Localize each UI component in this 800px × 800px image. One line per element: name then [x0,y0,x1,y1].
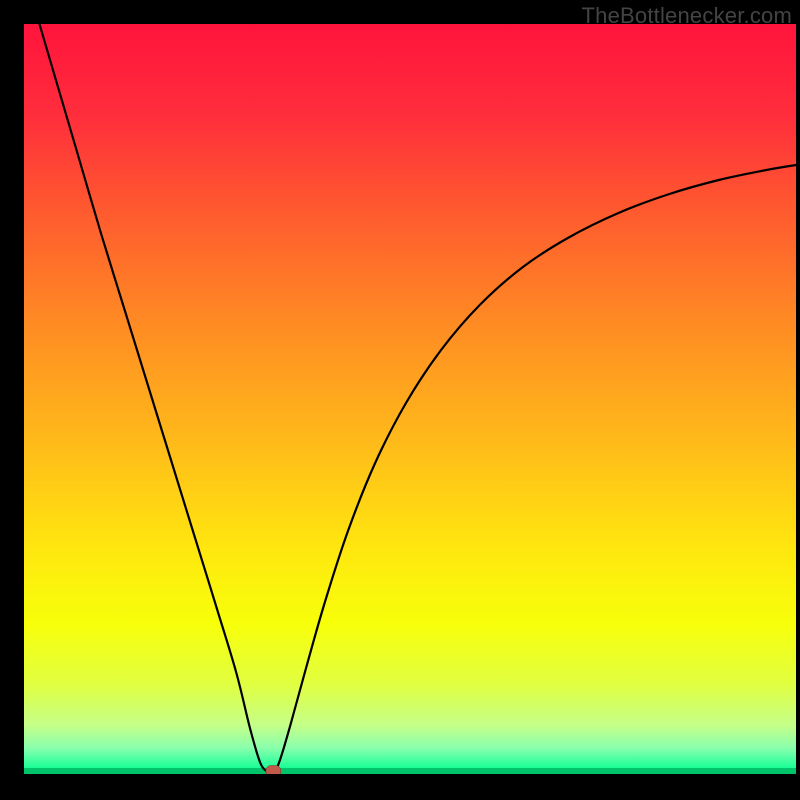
plot-area [24,24,796,777]
chart-container: TheBottlenecker.com [0,0,800,800]
watermark-text: TheBottlenecker.com [582,3,792,29]
bottleneck-chart [0,0,800,800]
baseline-strip [24,768,796,774]
gradient-background [24,24,796,774]
